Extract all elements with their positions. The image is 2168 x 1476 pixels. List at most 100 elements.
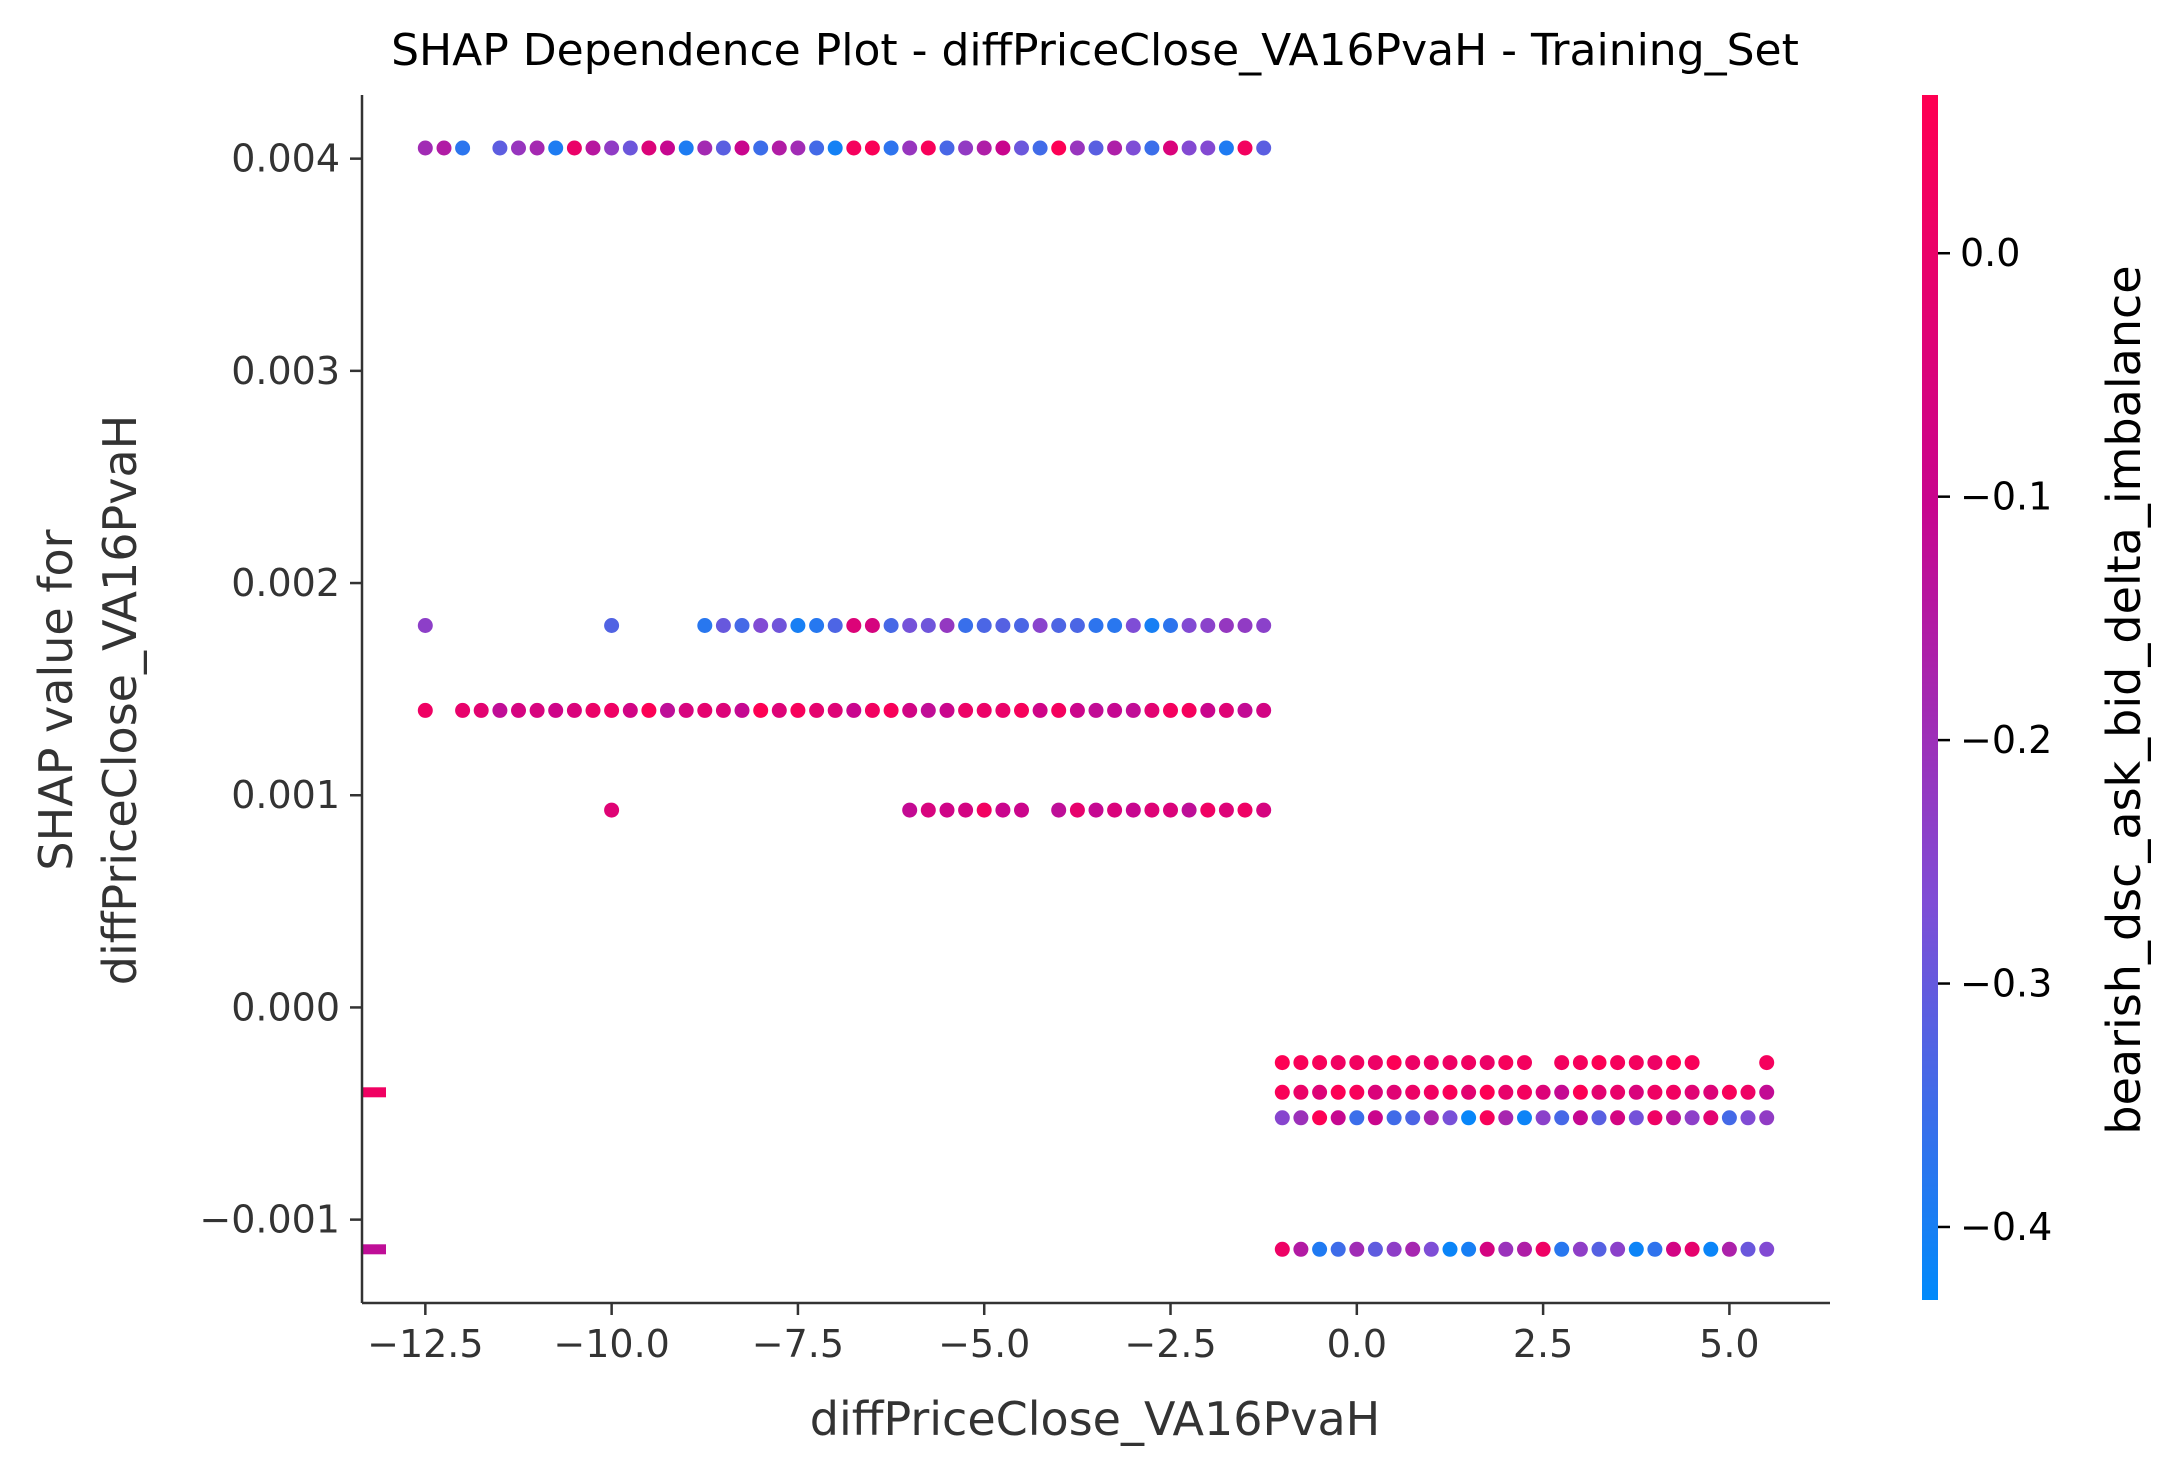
scatter-point xyxy=(995,618,1011,633)
scatter-point xyxy=(715,140,731,156)
scatter-point xyxy=(1684,1110,1700,1126)
scatter-point xyxy=(1293,1241,1309,1257)
scatter-point xyxy=(1628,1055,1644,1071)
colorbar-tick-label: 0.0 xyxy=(1960,231,2020,275)
scatter-point xyxy=(1461,1110,1477,1126)
chart-title: SHAP Dependence Plot - diffPriceClose_VA… xyxy=(391,25,1799,76)
scatter-point xyxy=(1647,1055,1663,1071)
scatter-point xyxy=(1517,1241,1532,1257)
scatter-point xyxy=(1125,702,1141,718)
scatter-point xyxy=(1181,618,1197,633)
scatter-point xyxy=(1312,1110,1328,1126)
scatter-point xyxy=(1107,618,1123,633)
scatter-point xyxy=(1163,618,1178,633)
scatter-point xyxy=(771,140,787,156)
scatter-point xyxy=(1423,1084,1439,1100)
scatter-point xyxy=(1125,618,1141,633)
scatter-point xyxy=(1647,1110,1663,1126)
scatter-point xyxy=(492,702,508,718)
scatter-point xyxy=(1405,1110,1421,1126)
scatter-point xyxy=(1759,1084,1775,1100)
y-axis-label: SHAP value for diffPriceClose_VA16PvaH xyxy=(29,415,147,985)
scatter-point xyxy=(1032,140,1048,156)
scatter-point xyxy=(1088,140,1104,156)
scatter-point xyxy=(864,702,880,718)
scatter-point xyxy=(1572,1084,1588,1100)
scatter-point xyxy=(995,140,1011,156)
scatter-point xyxy=(604,802,620,818)
scatter-point xyxy=(1237,702,1253,718)
scatter-point xyxy=(1200,802,1216,818)
scatter-point xyxy=(1330,1110,1346,1126)
scatter-point xyxy=(1628,1241,1644,1257)
scatter-point xyxy=(790,702,806,718)
scatter-point xyxy=(1014,802,1029,818)
scatter-point xyxy=(1479,1055,1495,1071)
x-axis-ticks: −12.5 −10.0 −7.5 −5.0 −2.5 0.0 2.5 5.0 xyxy=(367,1303,1760,1366)
scatter-point xyxy=(455,140,471,156)
scatter-point xyxy=(1349,1084,1365,1100)
scatter-point xyxy=(1312,1084,1328,1100)
scatter-point xyxy=(1181,702,1197,718)
scatter-point xyxy=(1069,802,1085,818)
scatter-point xyxy=(1554,1055,1570,1071)
scatter-point xyxy=(753,140,769,156)
scatter-point xyxy=(958,618,974,633)
scatter-point xyxy=(622,140,638,156)
scatter-point xyxy=(1181,140,1197,156)
scatter-point xyxy=(1517,1055,1532,1071)
scatter-point xyxy=(1088,802,1104,818)
scatter-point xyxy=(1014,618,1029,633)
scatter-point xyxy=(585,702,601,718)
scatter-point xyxy=(1517,1084,1532,1100)
scatter-point xyxy=(697,702,713,718)
scatter-point xyxy=(958,802,974,818)
scatter-point xyxy=(1461,1084,1477,1100)
scatter-point xyxy=(1367,1055,1383,1071)
scatter-point xyxy=(1312,1055,1328,1071)
scatter-point xyxy=(715,618,731,633)
scatter-point xyxy=(976,702,992,718)
y-axis-label-line-2: diffPriceClose_VA16PvaH xyxy=(93,415,147,985)
scatter-point xyxy=(920,618,936,633)
colorbar-tick-label: −0.1 xyxy=(1960,475,2052,519)
scatter-point xyxy=(1628,1084,1644,1100)
y-tick-label: 0.004 xyxy=(231,137,340,181)
scatter-point xyxy=(492,140,508,156)
scatter-point xyxy=(1107,702,1123,718)
scatter-point xyxy=(1349,1241,1365,1257)
scatter-point xyxy=(1386,1084,1402,1100)
scatter-point xyxy=(1740,1241,1756,1257)
scatter-point xyxy=(529,140,545,156)
scatter-point xyxy=(1088,702,1104,718)
scatter-point xyxy=(1051,618,1067,633)
scatter-point xyxy=(1386,1110,1402,1126)
scatter-point xyxy=(1293,1084,1309,1100)
scatter-point xyxy=(604,618,620,633)
scatter-point xyxy=(1442,1055,1458,1071)
scatter-point xyxy=(939,802,955,818)
scatter-point xyxy=(660,140,675,156)
scatter-point xyxy=(1666,1241,1681,1257)
missing-value-markers xyxy=(362,1087,386,1255)
scatter-point xyxy=(1107,140,1123,156)
scatter-point xyxy=(1498,1055,1514,1071)
scatter-point xyxy=(976,618,992,633)
x-tick-label: −7.5 xyxy=(752,1322,844,1366)
scatter-point xyxy=(976,140,992,156)
scatter-point xyxy=(1200,140,1216,156)
colorbar-tick-label: −0.4 xyxy=(1960,1205,2052,1249)
scatter-point xyxy=(1666,1055,1681,1071)
scatter-point xyxy=(1572,1055,1588,1071)
scatter-point xyxy=(1256,618,1272,633)
scatter-point xyxy=(1535,1241,1551,1257)
scatter-point xyxy=(566,702,582,718)
scatter-point xyxy=(1703,1241,1719,1257)
scatter-point xyxy=(1051,702,1067,718)
scatter-point xyxy=(1218,140,1234,156)
y-axis-ticks: −0.001 0.000 0.001 0.002 0.003 0.004 xyxy=(199,137,362,1242)
scatter-point xyxy=(1498,1084,1514,1100)
scatter-point xyxy=(1759,1110,1775,1126)
missing-value-marker xyxy=(362,1087,386,1098)
scatter-point xyxy=(641,702,657,718)
